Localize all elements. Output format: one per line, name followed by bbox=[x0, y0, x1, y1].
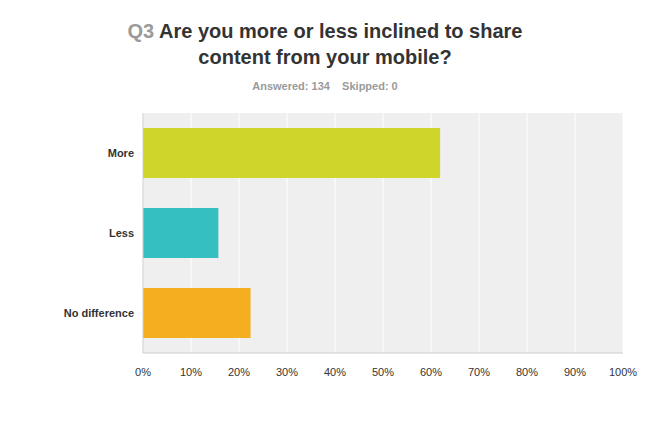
subtitle: Answered: 134 Skipped: 0 bbox=[0, 80, 650, 92]
grid-line bbox=[527, 113, 528, 353]
grid-line bbox=[575, 113, 576, 353]
x-axis-line bbox=[143, 353, 623, 354]
bar bbox=[143, 208, 218, 258]
grid-line bbox=[143, 113, 144, 353]
category-label: Less bbox=[109, 227, 134, 239]
plot-background bbox=[143, 113, 623, 353]
y-axis-line bbox=[143, 113, 144, 353]
chart: 0% 10% 20% 30% 40% 50% 60% 70% 80% 90% 100% More Les… bbox=[0, 0, 650, 427]
bars bbox=[143, 128, 440, 338]
category-label: More bbox=[108, 147, 134, 159]
x-tick-label: 30% bbox=[276, 366, 298, 378]
x-tick-label: 70% bbox=[468, 366, 490, 378]
x-tick-label: 10% bbox=[180, 366, 202, 378]
x-tick-label: 90% bbox=[564, 366, 586, 378]
grid-line bbox=[623, 113, 624, 353]
bar bbox=[143, 128, 440, 178]
question-number: Q3 bbox=[128, 20, 155, 42]
bar bbox=[143, 288, 251, 338]
grid-line bbox=[479, 113, 480, 353]
x-tick-label: 50% bbox=[372, 366, 394, 378]
x-tick-label: 80% bbox=[516, 366, 538, 378]
question-text: Are you more or less inclined to share c… bbox=[154, 20, 522, 68]
x-tick-label: 40% bbox=[324, 366, 346, 378]
x-tick-label: 20% bbox=[228, 366, 250, 378]
category-label: No difference bbox=[64, 307, 134, 319]
x-tick-label: 0% bbox=[135, 366, 151, 378]
x-tick-label: 100% bbox=[609, 366, 637, 378]
title: Q3 Are you more or less inclined to shar… bbox=[120, 18, 530, 70]
x-tick-label: 60% bbox=[420, 366, 442, 378]
